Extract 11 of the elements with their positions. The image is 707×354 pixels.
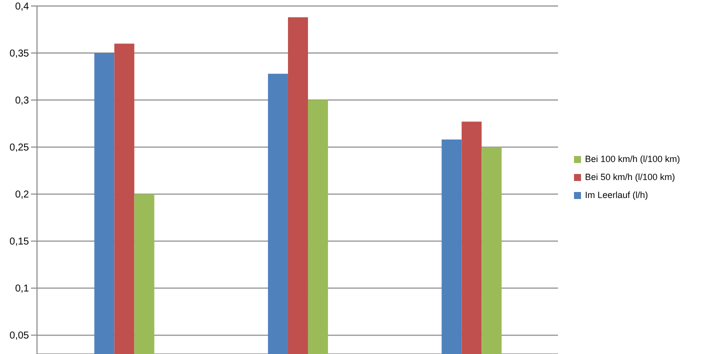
y-tick-label: 0,3 xyxy=(15,96,30,107)
y-tick-label: 0,2 xyxy=(15,190,30,201)
y-tick-label: 0,1 xyxy=(15,284,30,295)
legend-label: Bei 100 km/h (l/100 km) xyxy=(585,154,680,164)
legend-label: Bei 50 km/h (l/100 km) xyxy=(585,172,676,182)
y-tick-label: 0,4 xyxy=(15,2,30,13)
y-tick-label: 0,15 xyxy=(10,236,30,248)
y-tick-label: 0,05 xyxy=(10,330,30,342)
y-tick-label: 0,25 xyxy=(10,142,30,154)
y-tick-label: 0,35 xyxy=(10,48,30,60)
legend-label: Im Leerlauf (l/h) xyxy=(585,190,648,200)
